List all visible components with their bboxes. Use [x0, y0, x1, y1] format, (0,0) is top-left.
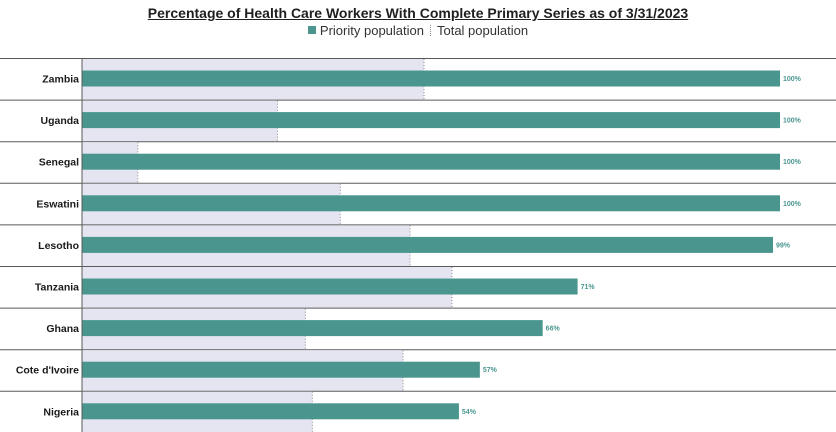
category-label-1: Uganda — [40, 115, 79, 127]
category-label-6: Ghana — [46, 323, 79, 335]
category-label-8: Nigeria — [43, 406, 79, 418]
data-label-7: 57% — [483, 367, 498, 374]
category-label-2: Senegal — [39, 157, 79, 169]
legend: Priority population Total population — [0, 23, 836, 38]
category-label-3: Eswatini — [36, 198, 79, 210]
category-label-0: Zambia — [42, 74, 79, 86]
chart-title: Percentage of Health Care Workers With C… — [147, 5, 689, 21]
legend-swatch-priority — [307, 26, 316, 34]
data-label-4: 99% — [776, 242, 791, 249]
legend-label-priority: Priority population — [319, 23, 424, 38]
data-label-2: 100% — [783, 159, 802, 166]
data-label-5: 71% — [581, 284, 596, 291]
priority-bar-2 — [82, 153, 780, 170]
priority-bar-7 — [82, 361, 480, 378]
category-label-7: Cote d'Ivoire — [16, 365, 79, 377]
priority-bar-5 — [82, 278, 578, 295]
priority-bar-3 — [82, 195, 780, 212]
data-label-0: 100% — [783, 76, 802, 83]
data-label-1: 100% — [783, 118, 802, 125]
data-label-3: 100% — [783, 201, 802, 208]
data-label-6: 66% — [546, 326, 561, 333]
category-label-5: Tanzania — [35, 282, 79, 294]
priority-bar-1 — [82, 112, 780, 129]
category-label-4: Lesotho — [38, 240, 79, 252]
priority-bar-8 — [82, 403, 459, 420]
legend-label-total: Total population — [436, 23, 529, 38]
legend-swatch-total — [429, 25, 431, 36]
priority-bar-4 — [82, 236, 774, 253]
priority-bar-6 — [82, 320, 543, 337]
priority-bar-0 — [82, 70, 780, 87]
data-label-8: 54% — [462, 409, 477, 416]
